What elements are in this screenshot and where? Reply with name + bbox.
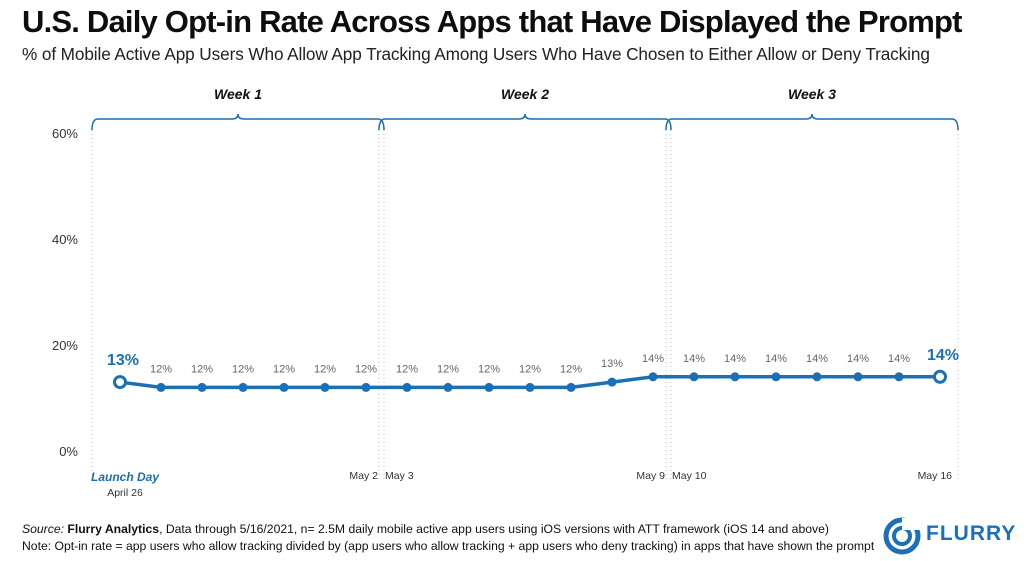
data-point	[648, 372, 658, 382]
data-label: 13%	[601, 358, 623, 370]
flurry-swirl-icon	[883, 517, 921, 555]
x-label: May 3	[385, 470, 414, 482]
data-label: 14%	[847, 353, 869, 365]
y-tick-label: 40%	[52, 232, 78, 247]
data-point	[279, 382, 289, 392]
data-label: 14%	[642, 353, 664, 365]
x-label-launch-day: Launch Day	[91, 470, 160, 484]
data-label: 12%	[232, 363, 254, 375]
data-point	[853, 372, 863, 382]
data-label: 12%	[396, 363, 418, 375]
chart-title: U.S. Daily Opt-in Rate Across Apps that …	[22, 4, 962, 39]
data-label: 12%	[191, 363, 213, 375]
data-point	[484, 382, 494, 392]
week-bracket	[378, 113, 672, 131]
data-label: 12%	[478, 363, 500, 375]
data-label: 14%	[765, 353, 787, 365]
week-label: Week 2	[501, 86, 549, 102]
source-details: , Data through 5/16/2021, n= 2.5M daily …	[159, 522, 829, 536]
data-label: 12%	[273, 363, 295, 375]
x-label-date: April 26	[107, 487, 143, 499]
source-note: Source: Flurry Analytics, Data through 5…	[22, 522, 829, 536]
data-point	[320, 382, 330, 392]
data-label: 14%	[888, 353, 910, 365]
data-point	[156, 382, 166, 392]
data-point	[894, 372, 904, 382]
x-label: May 16	[918, 470, 953, 482]
data-point	[607, 377, 617, 387]
data-label: 12%	[355, 363, 377, 375]
endpoint-marker	[933, 369, 947, 384]
data-label: 12%	[560, 363, 582, 375]
x-label: May 10	[672, 470, 707, 482]
data-label: 14%	[724, 353, 746, 365]
data-label-highlight: 14%	[927, 347, 959, 364]
flurry-logo: FLURRY	[882, 516, 1022, 556]
data-label: 12%	[314, 363, 336, 375]
endpoint-marker	[113, 375, 127, 390]
data-point	[443, 382, 453, 392]
data-point	[197, 382, 207, 392]
data-label: 12%	[437, 363, 459, 375]
data-point	[771, 372, 781, 382]
week-label: Week 1	[214, 86, 262, 102]
x-label: May 2	[349, 470, 378, 482]
data-point	[525, 382, 535, 392]
data-point	[402, 382, 412, 392]
data-label: 12%	[150, 363, 172, 375]
data-label-highlight: 13%	[107, 352, 139, 369]
source-prefix: Source:	[22, 522, 68, 536]
data-label: 12%	[519, 363, 541, 375]
source-name: Flurry Analytics	[67, 522, 160, 536]
y-tick-label: 20%	[52, 338, 78, 353]
data-point	[361, 382, 371, 392]
chart-subtitle: % of Mobile Active App Users Who Allow A…	[22, 44, 930, 64]
data-point	[689, 372, 699, 382]
y-tick-label: 60%	[52, 126, 78, 141]
data-point	[730, 372, 740, 382]
data-point	[812, 372, 822, 382]
week-bracket	[665, 113, 959, 131]
data-label: 14%	[683, 353, 705, 365]
x-label: May 9	[636, 470, 665, 482]
data-point	[238, 382, 248, 392]
week-label: Week 3	[788, 86, 836, 102]
data-point	[566, 382, 576, 392]
definition-note: Note: Opt-in rate = app users who allow …	[22, 539, 875, 553]
data-label: 14%	[806, 353, 828, 365]
y-tick-label: 0%	[59, 444, 78, 459]
flurry-logo-text: FLURRY	[926, 522, 1017, 545]
week-bracket	[91, 113, 385, 131]
